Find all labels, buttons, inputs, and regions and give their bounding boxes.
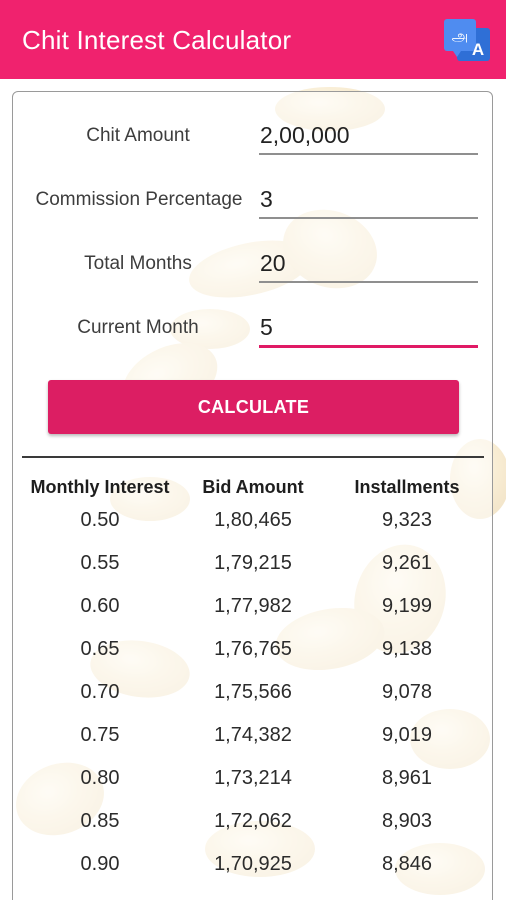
installments-cell: 9,138 <box>381 638 433 660</box>
monthly-interest-cell: 0.50 <box>80 509 120 531</box>
total-months-underline <box>259 281 478 283</box>
installments-cell: 8,961 <box>381 767 433 789</box>
bid-amount-cell: 1,77,982 <box>214 595 292 617</box>
svg-text:அ: அ <box>452 27 469 45</box>
header-bid-amount: Bid Amount <box>202 477 304 497</box>
bid-amount-cell: 1,79,215 <box>214 552 292 574</box>
bid-amount-cell: 1,73,214 <box>214 767 292 789</box>
translate-icon: அ A <box>444 19 490 61</box>
results-divider <box>22 456 484 458</box>
chit-amount-underline <box>259 153 478 155</box>
installments-cell: 8,903 <box>381 810 433 832</box>
bid-amount-cell: 1,72,062 <box>214 810 292 832</box>
bid-amount-cell: 1,80,465 <box>214 509 292 531</box>
bid-amount-cell: 1,76,765 <box>214 638 292 660</box>
monthly-interest-cell: 0.55 <box>80 552 120 574</box>
commission-percentage-label: Commission Percentage <box>35 189 243 210</box>
calculate-button[interactable]: CALCULATE <box>48 380 459 434</box>
bid-amount-cell: 1,75,566 <box>214 681 292 703</box>
app-title: Chit Interest Calculator <box>22 25 292 55</box>
monthly-interest-cell: 0.65 <box>80 638 120 660</box>
bid-amount-cell: 1,74,382 <box>214 724 292 746</box>
header-installments: Installments <box>354 477 460 497</box>
svg-text:A: A <box>472 40 484 59</box>
commission-percentage-underline <box>259 217 478 219</box>
current-month-input[interactable] <box>259 307 478 347</box>
current-month-underline <box>259 345 478 348</box>
commission-percentage-input[interactable] <box>259 179 478 219</box>
calculator-card <box>12 91 493 900</box>
header-monthly-interest: Monthly Interest <box>30 477 170 497</box>
total-months-input[interactable] <box>259 243 478 283</box>
total-months-label: Total Months <box>84 253 192 274</box>
translate-button[interactable]: அ A <box>443 18 493 64</box>
installments-cell: 9,019 <box>381 724 433 746</box>
monthly-interest-cell: 0.60 <box>80 595 120 617</box>
chit-amount-label: Chit Amount <box>86 125 190 146</box>
bid-amount-cell: 1,70,925 <box>214 853 292 875</box>
monthly-interest-cell: 0.75 <box>80 724 120 746</box>
current-month-label: Current Month <box>77 317 199 338</box>
chit-amount-input[interactable] <box>259 115 478 155</box>
monthly-interest-cell: 0.90 <box>80 853 120 875</box>
installments-cell: 9,199 <box>381 595 433 617</box>
installments-cell: 8,846 <box>381 853 433 875</box>
installments-cell: 9,078 <box>381 681 433 703</box>
app-bar: Chit Interest Calculator அ A <box>0 0 506 79</box>
installments-cell: 9,323 <box>381 509 433 531</box>
monthly-interest-cell: 0.80 <box>80 767 120 789</box>
monthly-interest-cell: 0.70 <box>80 681 120 703</box>
monthly-interest-cell: 0.85 <box>80 810 120 832</box>
installments-cell: 9,261 <box>381 552 433 574</box>
